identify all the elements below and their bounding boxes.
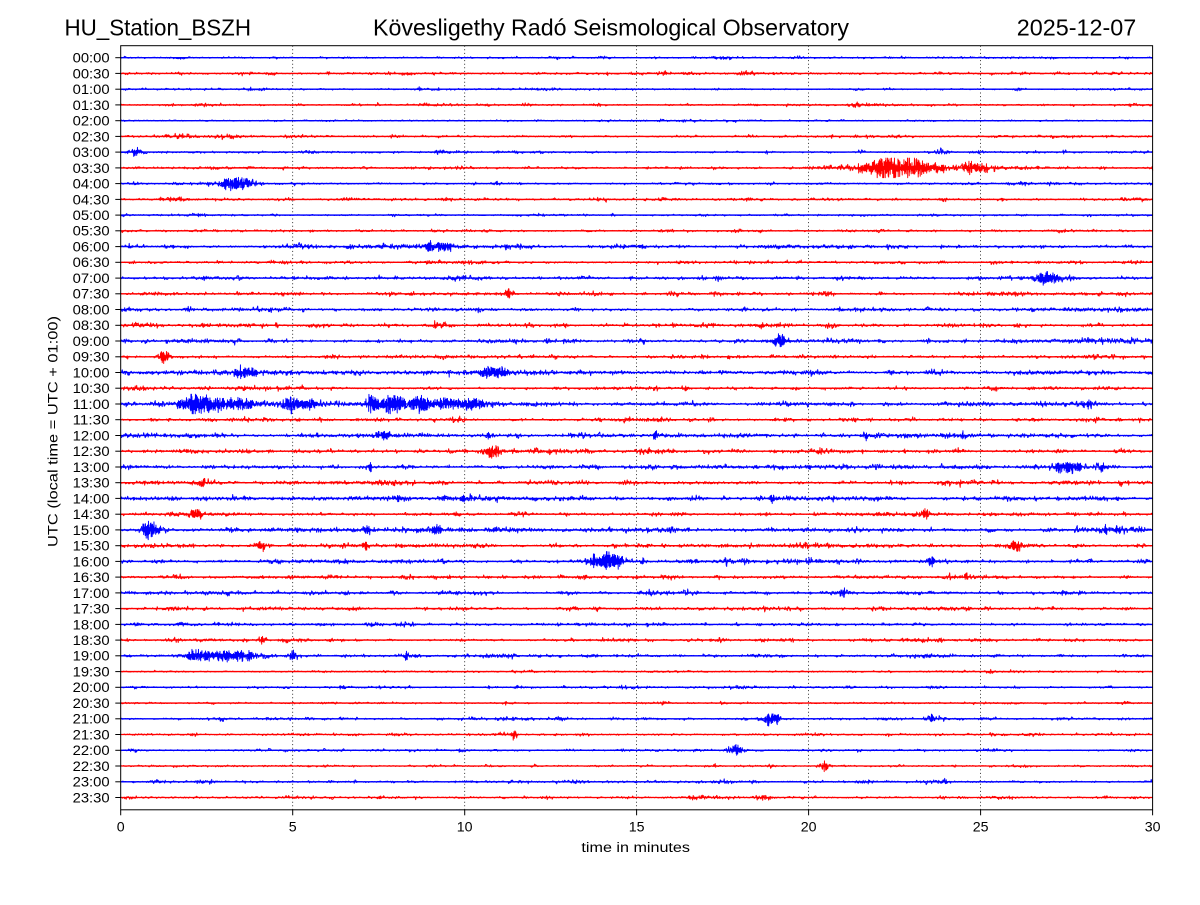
svg-text:15:30: 15:30 <box>73 539 110 555</box>
svg-text:HU_Station_BSZH: HU_Station_BSZH <box>65 14 252 40</box>
svg-text:16:30: 16:30 <box>73 570 110 586</box>
svg-text:21:00: 21:00 <box>73 712 110 728</box>
svg-text:08:30: 08:30 <box>73 318 110 334</box>
svg-text:13:00: 13:00 <box>73 460 110 476</box>
svg-text:20:00: 20:00 <box>73 680 110 696</box>
svg-text:03:00: 03:00 <box>73 145 110 161</box>
svg-text:04:00: 04:00 <box>73 177 110 193</box>
svg-text:30: 30 <box>1145 819 1161 835</box>
svg-text:00:30: 00:30 <box>73 66 110 82</box>
svg-text:20: 20 <box>801 819 817 835</box>
svg-text:02:00: 02:00 <box>73 114 110 130</box>
svg-text:08:00: 08:00 <box>73 302 110 318</box>
svg-text:11:00: 11:00 <box>73 397 110 413</box>
svg-text:06:30: 06:30 <box>73 255 110 271</box>
svg-text:UTC (local time = UTC + 01:00): UTC (local time = UTC + 01:00) <box>46 316 62 547</box>
svg-text:17:30: 17:30 <box>73 602 110 618</box>
svg-text:15:00: 15:00 <box>73 523 110 539</box>
svg-text:12:30: 12:30 <box>73 444 110 460</box>
svg-text:10:30: 10:30 <box>73 381 110 397</box>
svg-text:01:30: 01:30 <box>73 98 110 114</box>
svg-text:Kövesligethy Radó Seismologica: Kövesligethy Radó Seismological Observat… <box>373 14 849 40</box>
svg-text:07:00: 07:00 <box>73 271 110 287</box>
svg-text:13:30: 13:30 <box>73 476 110 492</box>
svg-text:5: 5 <box>289 819 297 835</box>
svg-text:18:30: 18:30 <box>73 633 110 649</box>
svg-text:07:30: 07:30 <box>73 287 110 303</box>
svg-text:02:30: 02:30 <box>73 129 110 145</box>
svg-text:time in minutes: time in minutes <box>581 840 690 856</box>
svg-text:05:00: 05:00 <box>73 208 110 224</box>
svg-text:19:30: 19:30 <box>73 665 110 681</box>
svg-text:0: 0 <box>117 819 125 835</box>
svg-text:2025-12-07: 2025-12-07 <box>1017 14 1137 40</box>
svg-text:03:30: 03:30 <box>73 161 110 177</box>
svg-text:17:00: 17:00 <box>73 586 110 602</box>
svg-text:10: 10 <box>457 819 473 835</box>
svg-text:06:00: 06:00 <box>73 240 110 256</box>
svg-text:20:30: 20:30 <box>73 696 110 712</box>
svg-text:18:00: 18:00 <box>73 617 110 633</box>
svg-text:09:30: 09:30 <box>73 350 110 366</box>
svg-text:11:30: 11:30 <box>73 413 110 429</box>
svg-text:05:30: 05:30 <box>73 224 110 240</box>
svg-text:19:00: 19:00 <box>73 649 110 665</box>
svg-text:14:30: 14:30 <box>73 507 110 523</box>
svg-text:22:30: 22:30 <box>73 759 110 775</box>
svg-text:23:30: 23:30 <box>73 790 110 806</box>
svg-text:10:00: 10:00 <box>73 365 110 381</box>
svg-text:16:00: 16:00 <box>73 554 110 570</box>
svg-text:21:30: 21:30 <box>73 727 110 743</box>
svg-text:25: 25 <box>973 819 989 835</box>
svg-text:00:00: 00:00 <box>73 51 110 67</box>
svg-text:22:00: 22:00 <box>73 743 110 759</box>
svg-text:09:00: 09:00 <box>73 334 110 350</box>
svg-text:12:00: 12:00 <box>73 428 110 444</box>
svg-text:01:00: 01:00 <box>73 82 110 98</box>
svg-text:14:00: 14:00 <box>73 491 110 507</box>
svg-text:04:30: 04:30 <box>73 192 110 208</box>
svg-text:15: 15 <box>629 819 645 835</box>
svg-text:23:00: 23:00 <box>73 775 110 791</box>
